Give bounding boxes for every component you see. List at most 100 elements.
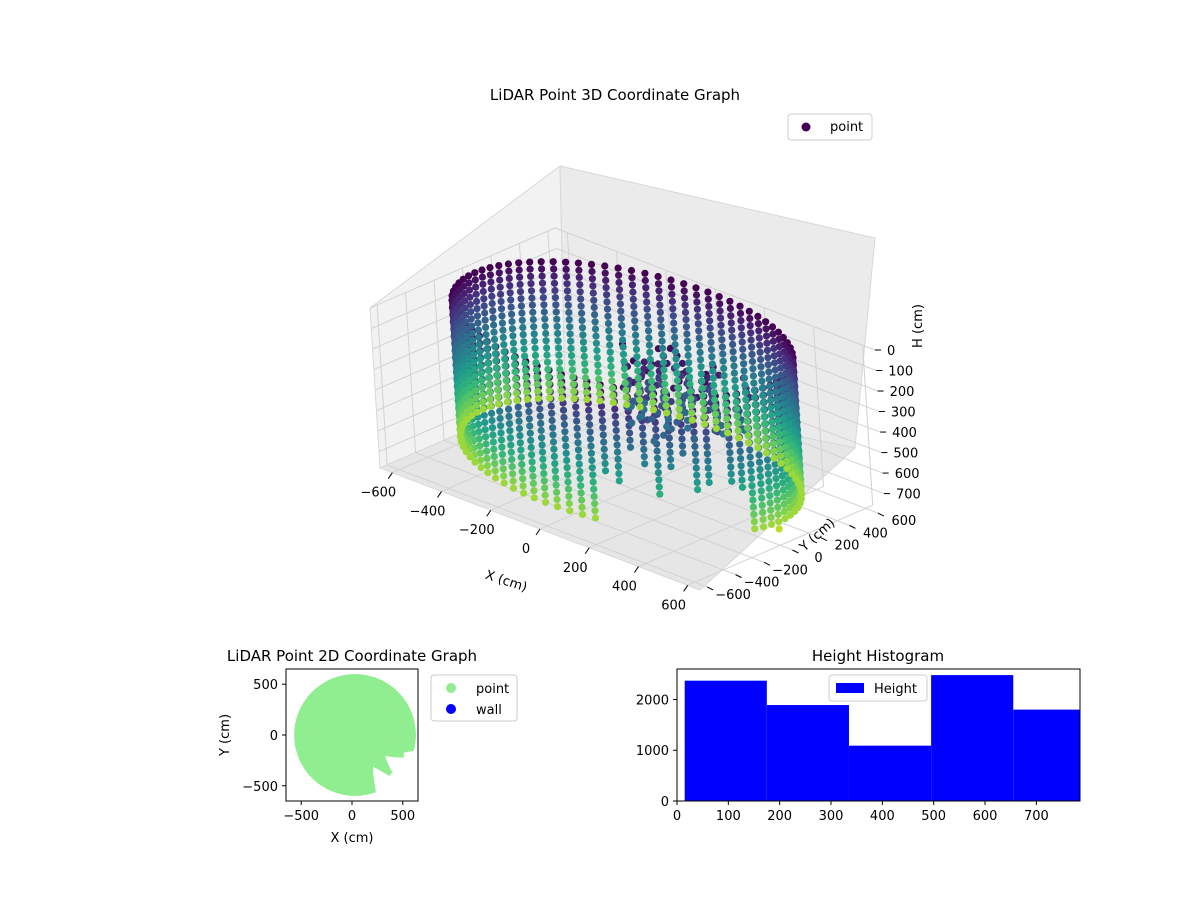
point-3d	[502, 376, 510, 385]
point-3d	[759, 523, 768, 531]
point-3d	[626, 429, 634, 437]
histogram-bar	[684, 680, 767, 801]
point-3d	[510, 353, 518, 361]
point-3d	[708, 360, 717, 368]
point-3d	[634, 367, 642, 375]
point-3d	[641, 269, 649, 277]
point-3d	[633, 353, 641, 361]
point-3d	[573, 431, 582, 440]
point-3d	[764, 463, 772, 471]
point-3d	[700, 413, 708, 421]
x-tick-3d-label: 600	[661, 598, 686, 613]
point-3d	[591, 318, 599, 326]
point-3d	[564, 471, 572, 479]
histogram-bar	[848, 745, 932, 801]
point-3d	[497, 297, 505, 306]
point-3d	[771, 460, 779, 468]
z-tick-3d-label: 500	[893, 447, 918, 462]
point-3d	[491, 350, 499, 358]
point-3d	[551, 286, 559, 295]
point-3d	[716, 307, 724, 315]
point-3d	[539, 455, 547, 463]
point-3d	[505, 420, 514, 428]
point-3d	[642, 284, 650, 292]
point-3d	[688, 409, 696, 417]
point-3d	[601, 460, 609, 468]
point-3d	[533, 373, 541, 381]
point-3d	[734, 427, 742, 435]
point-3d	[497, 422, 505, 430]
x-tick-3d-mark	[683, 585, 689, 592]
point-3d	[492, 474, 500, 482]
point-3d	[486, 264, 494, 272]
point-3d	[601, 269, 609, 277]
point-3d	[670, 319, 678, 327]
point-3d	[468, 329, 476, 337]
point-3d	[728, 477, 736, 485]
point-3d	[528, 465, 537, 473]
point-3d	[707, 338, 715, 346]
y-tick-hist-label: 0	[661, 795, 669, 810]
point-3d	[497, 305, 506, 313]
point-3d	[615, 477, 623, 485]
point-3d	[466, 453, 474, 461]
point-3d	[543, 358, 552, 366]
point-3d	[693, 478, 701, 486]
point-3d	[691, 450, 700, 458]
point-3d	[488, 299, 496, 308]
y-tick-2d-label: −500	[242, 780, 278, 795]
point-3d	[475, 340, 483, 349]
point-3d	[474, 420, 482, 428]
point-3d	[467, 397, 475, 405]
point-3d	[538, 279, 547, 287]
point-3d	[574, 446, 583, 454]
point-region-2d	[294, 674, 416, 796]
lidar-3d-chart: LiDAR Point 3D Coordinate Graph −600−400…	[360, 86, 926, 613]
point-3d	[617, 307, 625, 315]
point-3d	[478, 384, 486, 392]
point-3d	[614, 462, 623, 470]
point-3d	[680, 280, 688, 288]
point-3d	[588, 275, 597, 283]
point-3d	[500, 348, 508, 356]
y-tick-2d-label: 500	[253, 678, 278, 693]
point-3d	[508, 310, 516, 318]
point-3d	[776, 452, 785, 460]
point-3d	[634, 374, 642, 382]
point-3d	[737, 469, 746, 477]
point-3d	[600, 445, 608, 453]
point-3d	[655, 294, 664, 302]
point-3d	[699, 399, 707, 407]
x-tick-3d-label: −600	[360, 486, 396, 501]
point-3d	[706, 324, 714, 332]
point-3d	[529, 479, 538, 487]
point-3d	[774, 328, 783, 336]
point-3d	[707, 345, 716, 354]
grid-line-floor-x	[687, 504, 873, 586]
point-3d	[711, 396, 719, 404]
point-3d	[773, 496, 782, 504]
point-3d	[593, 354, 601, 362]
point-3d	[598, 417, 607, 425]
point-3d	[591, 507, 599, 515]
point-3d	[465, 361, 473, 369]
grid-line-back-h	[554, 227, 876, 351]
point-3d	[748, 474, 756, 483]
point-3d	[616, 293, 624, 301]
point-3d	[531, 351, 540, 359]
point-3d	[761, 427, 769, 435]
point-3d	[710, 389, 718, 397]
point-3d	[505, 405, 513, 413]
point-3d	[604, 312, 612, 320]
point-3d	[721, 393, 730, 401]
point-3d	[602, 276, 610, 284]
point-3d	[497, 290, 505, 298]
point-3d	[707, 331, 715, 339]
point-3d	[728, 326, 736, 334]
point-3d	[792, 475, 800, 483]
point-3d	[773, 402, 782, 410]
point-3d	[526, 258, 534, 266]
point-3d	[530, 487, 538, 495]
point-3d	[662, 394, 670, 403]
